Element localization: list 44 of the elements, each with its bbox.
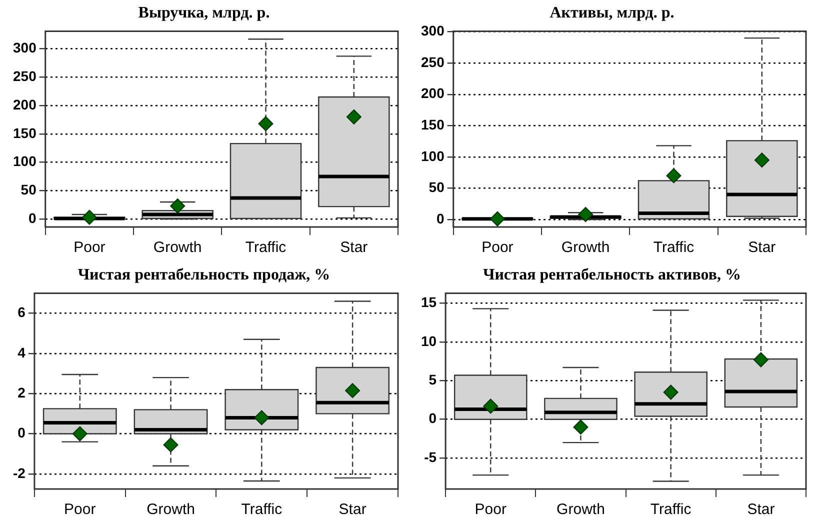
- y-tick-label: 300: [13, 40, 37, 56]
- x-tick-label: Traffic: [650, 501, 692, 518]
- x-tick-label: Growth: [146, 501, 195, 518]
- x-tick-label: Star: [338, 501, 366, 518]
- y-tick-label: 2: [18, 384, 26, 400]
- y-tick-label: 6: [18, 304, 26, 320]
- y-tick-label: 250: [13, 68, 37, 84]
- y-tick-label: 100: [13, 153, 37, 170]
- y-tick-label: 50: [428, 179, 445, 196]
- y-tick-label: 200: [13, 96, 37, 112]
- x-tick-label: Growth: [561, 239, 610, 256]
- y-tick-label: -2: [12, 464, 26, 481]
- chart-title: Чистая рентабельность активов, %: [482, 266, 742, 284]
- x-tick-label: Poor: [474, 501, 506, 518]
- y-tick-label: 150: [421, 116, 445, 133]
- y-tick-label: 250: [421, 54, 445, 70]
- x-tick-label: Traffic: [241, 501, 283, 518]
- y-tick-label: -5: [424, 448, 437, 465]
- y-tick-label: 100: [421, 148, 445, 164]
- x-tick-label: Traffic: [245, 239, 287, 256]
- y-tick-label: 5: [428, 372, 437, 388]
- x-tick-label: Growth: [556, 501, 605, 518]
- x-tick-label: Poor: [74, 239, 106, 256]
- y-tick-label: 50: [20, 182, 37, 198]
- y-tick-label: 0: [428, 410, 437, 426]
- x-tick-label: Poor: [64, 501, 96, 518]
- y-tick-label: 300: [421, 22, 445, 39]
- y-tick-label: 10: [420, 332, 437, 349]
- chart-title: Чистая рентабельность продаж, %: [78, 266, 330, 284]
- y-tick-label: 15: [420, 294, 437, 310]
- chart-title: Выручка, млрд. р.: [138, 4, 270, 22]
- x-tick-label: Poor: [482, 239, 514, 256]
- x-tick-label: Growth: [153, 239, 202, 256]
- y-tick-label: 200: [421, 85, 445, 102]
- x-tick-label: Star: [748, 239, 776, 256]
- y-tick-label: 4: [18, 344, 26, 360]
- y-tick-label: 0: [18, 424, 26, 441]
- chart-title: Активы, млрд. р.: [550, 4, 674, 22]
- x-tick-label: Star: [747, 501, 775, 518]
- x-tick-label: Traffic: [653, 239, 695, 256]
- y-tick-label: 0: [28, 210, 37, 226]
- y-tick-label: 150: [13, 124, 37, 141]
- x-tick-label: Star: [340, 239, 368, 256]
- y-tick-label: 0: [436, 210, 445, 226]
